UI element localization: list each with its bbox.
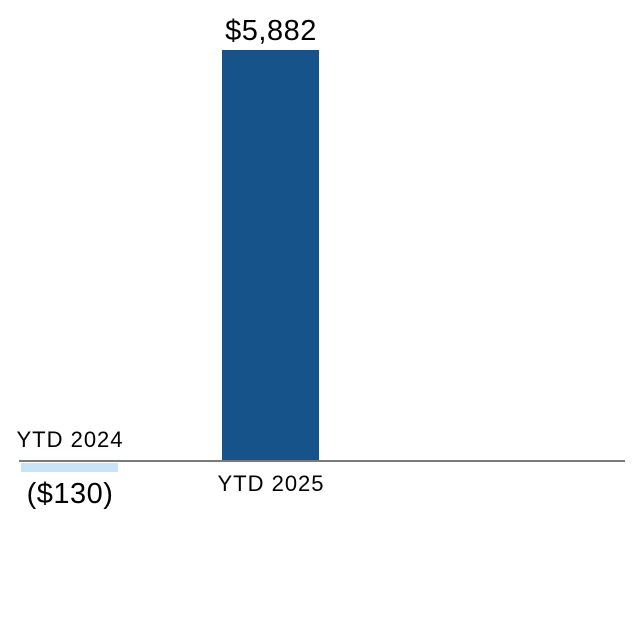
value-label-ytd-2025: $5,882: [225, 15, 317, 47]
x-axis-line: [19, 460, 625, 462]
category-label-ytd-2025: YTD 2025: [217, 471, 325, 496]
value-label-ytd-2024: ($130): [26, 478, 114, 510]
bar-ytd-2025[interactable]: [222, 50, 319, 460]
bar-ytd-2024[interactable]: [21, 463, 118, 472]
category-label-ytd-2024: YTD 2024: [16, 427, 124, 452]
